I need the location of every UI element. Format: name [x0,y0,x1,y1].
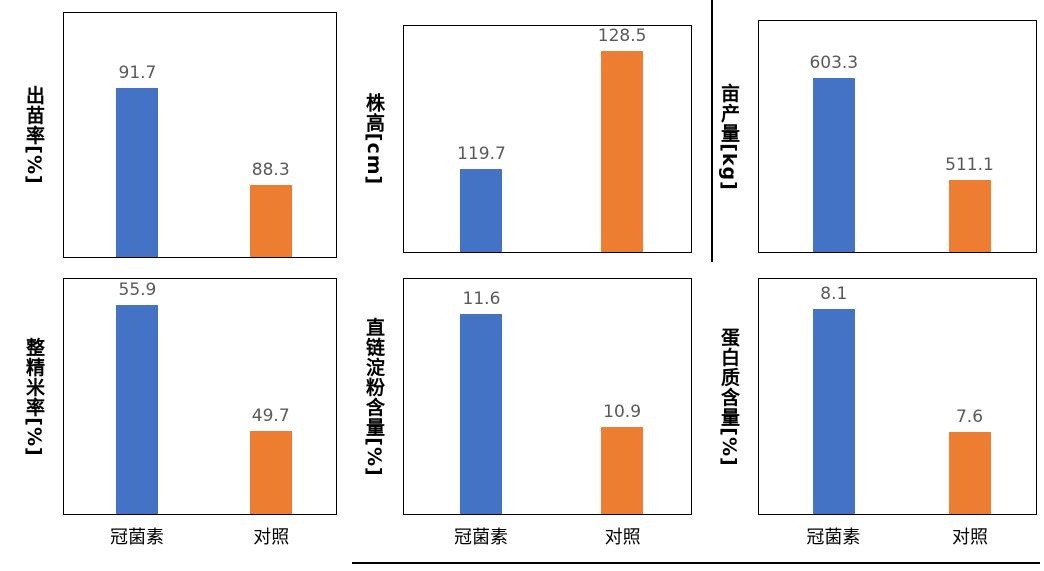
bar-value-label: 511.1 [945,154,994,175]
x-axis-labels: 冠菌素 对照 [403,515,692,549]
x-axis-labels: 冠菌素 对照 [63,515,337,549]
y-axis-title: 整精米率[%] [23,336,45,457]
y-axis-title: 直链淀粉含量[%] [363,316,385,477]
table-border-horizontal [352,562,1040,564]
bar-chart-plant-height: 株高[cm] 119.7 128.5 [363,25,692,253]
bar-control [948,179,991,252]
y-axis-title: 蛋白质含量[%] [718,326,740,467]
bar-group: 128.5 [577,26,667,252]
bar-value-label: 119.7 [457,143,506,164]
bar-group: 7.6 [925,279,1015,514]
bar-value-label: 88.3 [251,160,290,181]
bar-treatment [460,168,503,252]
bar-treatment [116,87,159,257]
bar-treatment [812,308,855,514]
bar-treatment [812,78,855,252]
bar-chart-head-rice-rate: 整精米率[%] 55.9 49.7 [23,278,337,515]
bar-group: 603.3 [789,21,879,252]
y-axis-title: 株高[cm] [363,92,385,186]
bar-value-label: 91.7 [118,62,157,83]
bar-group: 49.7 [226,279,316,514]
bar-group: 55.9 [92,279,182,514]
category-label-control: 对照 [952,527,989,548]
y-axis-title: 出苗率[%] [23,85,45,185]
bar-value-label: 8.1 [820,283,848,304]
bar-group: 11.6 [436,279,526,514]
bar-chart-protein-content: 蛋白质含量[%] 8.1 7.6 [718,278,1037,515]
bar-chart-yield-per-mu: 亩产量[kg] 603.3 511.1 [718,20,1037,253]
category-label-control: 对照 [604,527,641,548]
category-label-treatment: 冠菌素 [454,527,509,548]
bar-group: 88.3 [226,13,316,257]
category-label-control: 对照 [253,527,290,548]
bar-group: 10.9 [577,279,667,514]
bar-group: 91.7 [92,13,182,257]
bar-control [601,427,644,514]
bar-treatment [116,305,159,514]
bar-value-label: 603.3 [809,53,859,74]
bar-value-label: 7.6 [955,407,984,428]
bar-chart-emergence-rate: 出苗率[%] 91.7 88.3 [23,12,337,258]
x-axis-labels: 冠菌素 对照 [758,515,1037,549]
bar-value-label: 55.9 [118,280,157,301]
y-axis-title: 亩产量[kg] [718,82,740,191]
bar-group: 119.7 [436,26,526,252]
bar-control [601,51,644,252]
bar-group: 511.1 [925,21,1015,252]
bar-control [249,185,292,257]
category-label-treatment: 冠菌素 [109,527,164,548]
bar-value-label: 10.9 [603,402,642,423]
bar-treatment [460,314,503,514]
table-border-vertical [711,0,713,262]
bar-value-label: 49.7 [251,405,290,426]
bar-value-label: 128.5 [597,26,647,46]
bar-value-label: 11.6 [462,289,501,310]
category-label-treatment: 冠菌素 [806,527,861,548]
bar-chart-amylose-content: 直链淀粉含量[%] 11.6 10.9 [363,278,692,515]
bar-control [249,430,292,514]
bar-group: 8.1 [789,279,879,514]
bar-control [948,432,991,514]
